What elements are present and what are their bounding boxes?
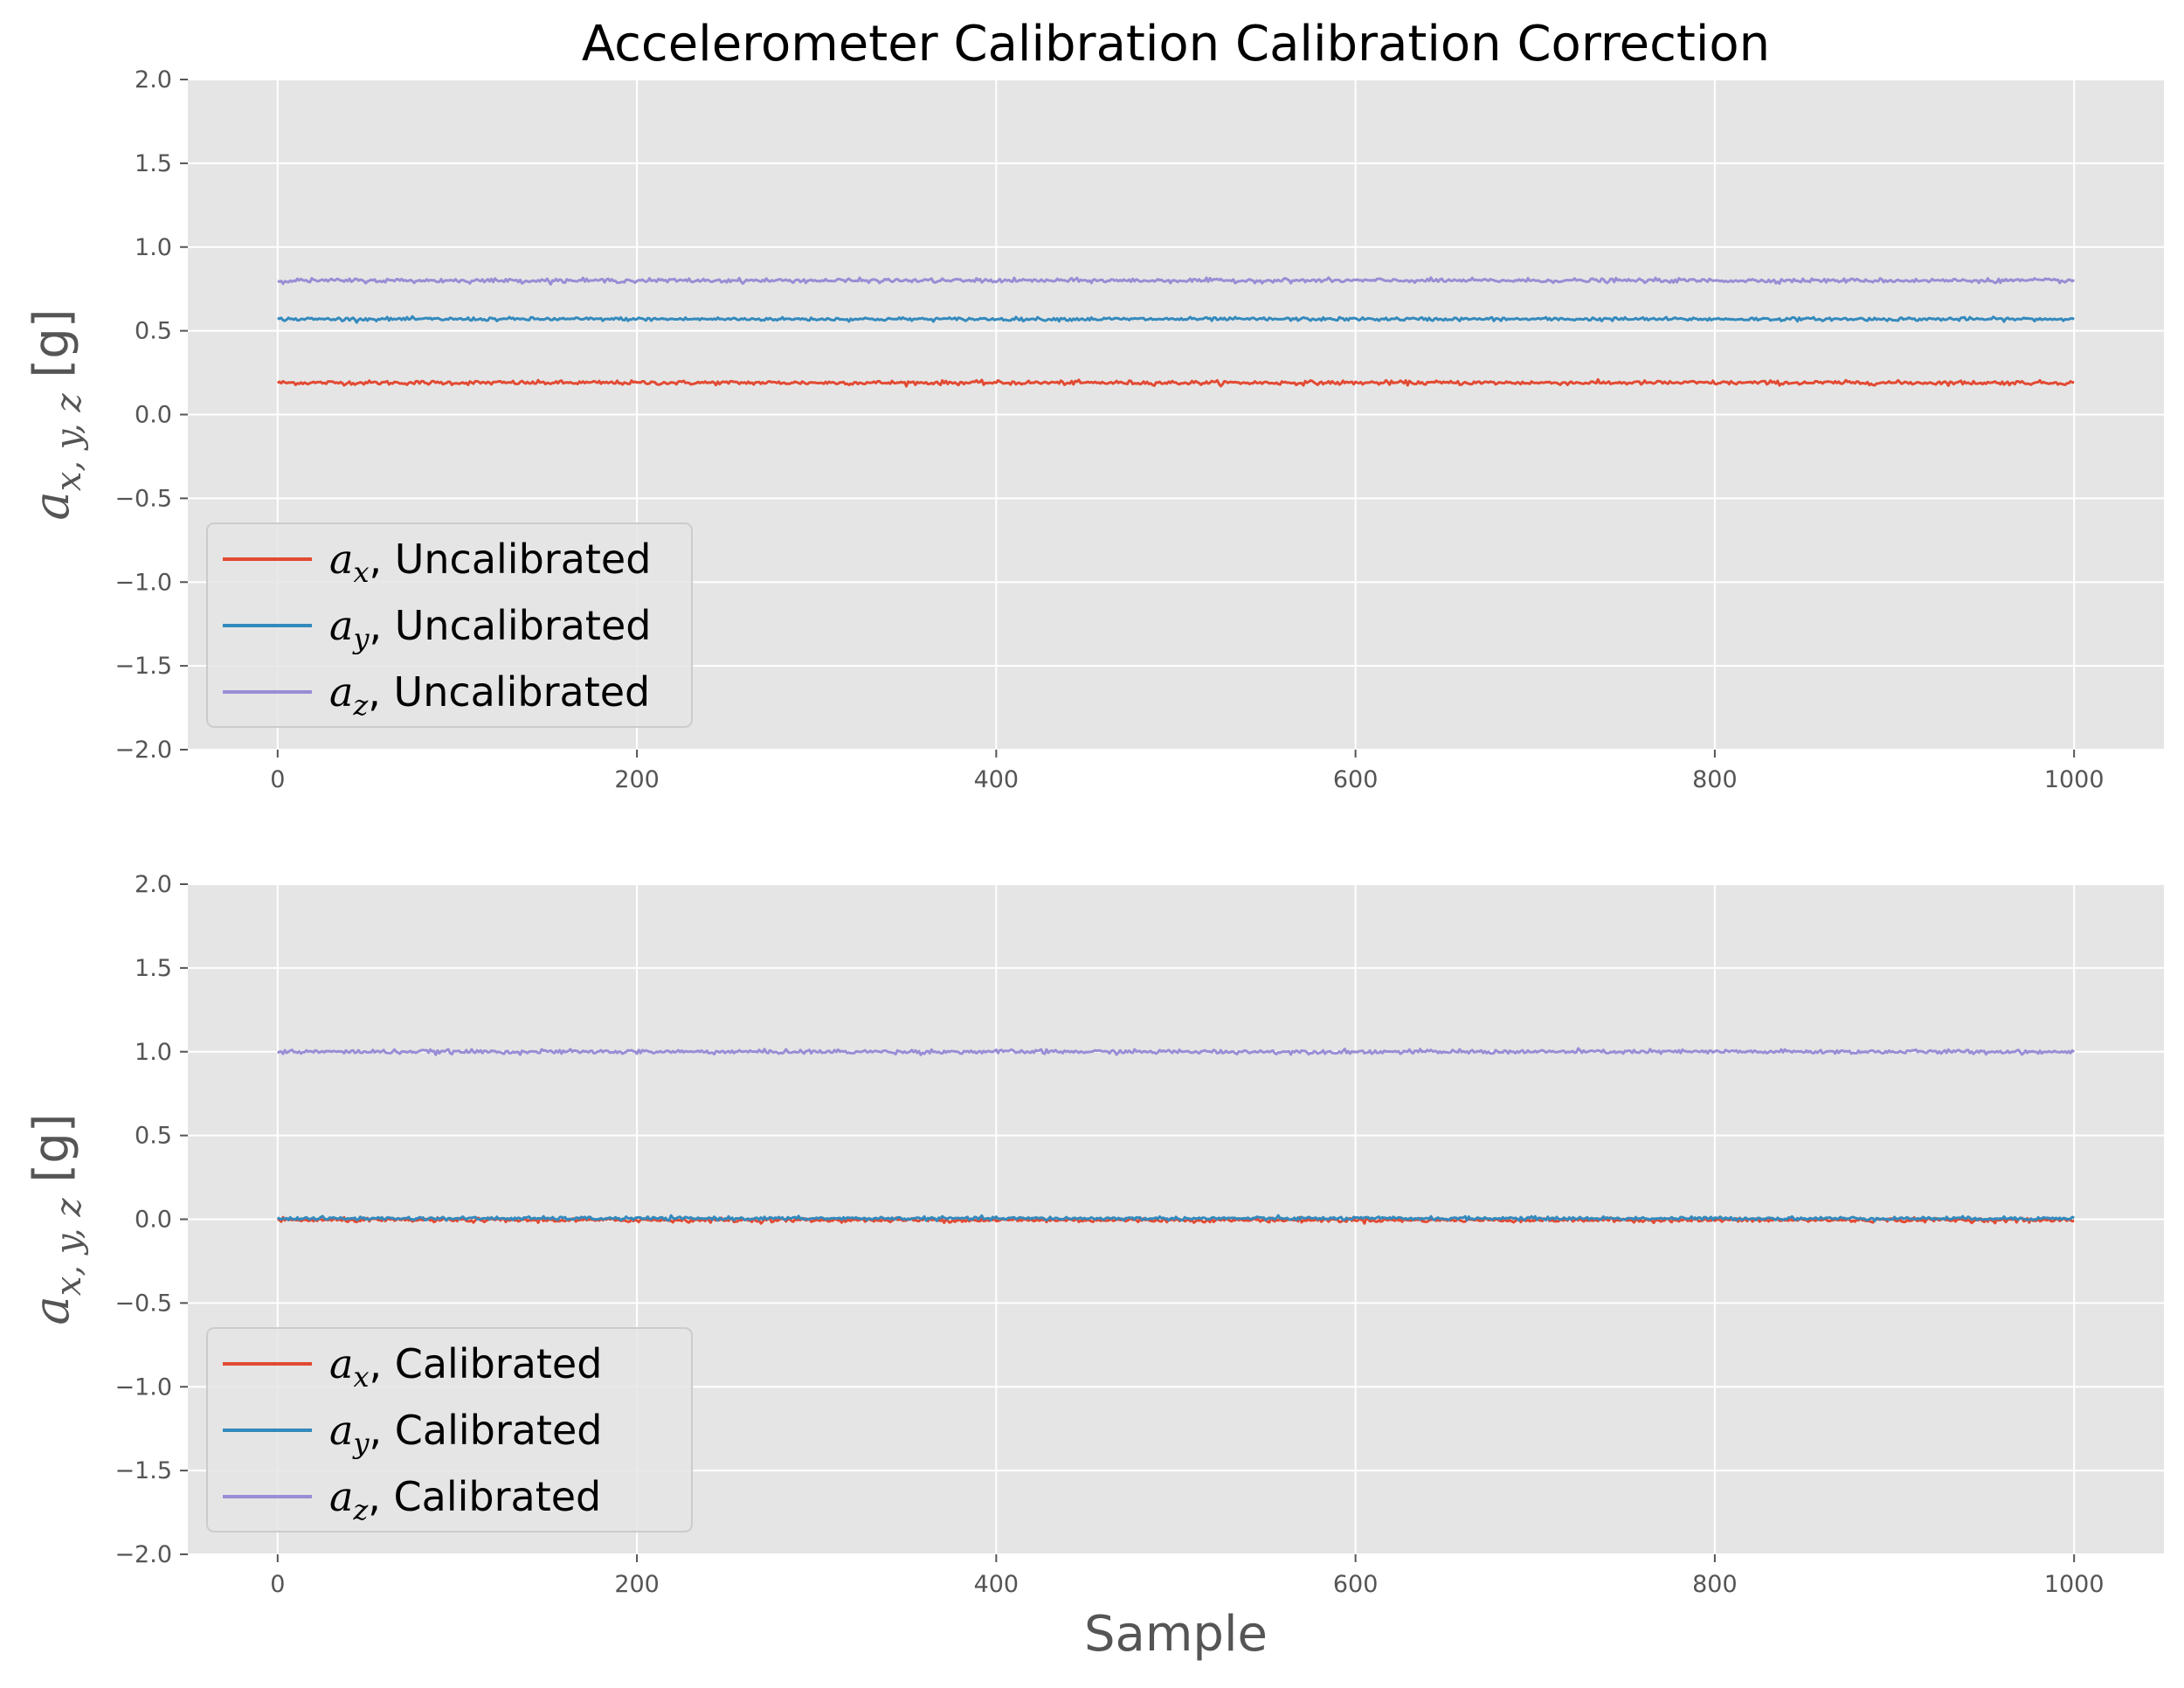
- legend-label-z: az, Calibrated: [329, 1473, 601, 1526]
- x-tick-label: 400: [974, 766, 1019, 793]
- x-tick-label: 1000: [2044, 766, 2105, 793]
- x-tick-label: 1000: [2044, 1571, 2105, 1598]
- y-tick-label: 0.0: [135, 1207, 172, 1234]
- y-tick-label: 2.0: [135, 66, 172, 93]
- legend-box: [206, 522, 693, 728]
- legend-label-x: ax, Calibrated: [329, 1340, 602, 1394]
- y-tick-label: 0.5: [135, 1123, 172, 1150]
- legend: ax, Calibrated ay, Calibrated az, Calibrat…: [206, 1327, 693, 1532]
- y-tick-label: 1.5: [135, 150, 172, 177]
- x-axis-label: Sample: [1084, 1606, 1268, 1663]
- y-axis-label: ax, y, z [g]: [24, 1113, 89, 1325]
- y-tick-label: −1.5: [114, 653, 172, 680]
- series-line-z-uncalibrated: [277, 276, 2076, 286]
- legend-label-x: ax, Uncalibrated: [329, 536, 651, 589]
- chart-title: Accelerometer Calibration Calibration Co…: [582, 16, 1770, 73]
- y-tick-label: −2.0: [114, 737, 172, 764]
- y-tick-label: −0.5: [114, 485, 172, 512]
- y-tick-label: 1.0: [135, 234, 172, 261]
- x-tick-label: 600: [1333, 1571, 1379, 1598]
- y-tick-label: −2.0: [114, 1541, 172, 1568]
- legend-label-y: ay, Uncalibrated: [329, 602, 651, 655]
- series-line-y-uncalibrated: [277, 315, 2075, 324]
- y-tick-label: 1.5: [135, 955, 172, 982]
- legend-label-z: az, Uncalibrated: [329, 668, 650, 722]
- series-line-z-calibrated: [276, 1047, 2076, 1056]
- chart-panel-2: 2.0 1.5 1.0 0.5 0.0 −0.5 −1.0 −1.5 −2.0 0 200 400 60…: [24, 871, 2164, 1663]
- legend: ax, Uncalibrated ay, Uncalibrated az, Unca…: [206, 522, 693, 728]
- x-tick-label: 800: [1692, 1571, 1738, 1598]
- x-tick-label: 400: [974, 1571, 1019, 1598]
- y-tick-label: −0.5: [114, 1290, 172, 1317]
- series-line-x-uncalibrated: [276, 377, 2075, 388]
- x-tick-label: 0: [270, 1571, 285, 1598]
- x-tick-label: 800: [1692, 766, 1738, 793]
- x-tick-label: 200: [614, 766, 660, 793]
- x-tick-label: 600: [1333, 766, 1379, 793]
- y-tick-label: 2.0: [135, 871, 172, 898]
- x-tick-label: 200: [614, 1571, 660, 1598]
- y-tick-label: 0.0: [135, 402, 172, 429]
- y-axis-label: ax, y, z [g]: [24, 308, 89, 520]
- y-tick-label: −1.0: [114, 569, 172, 596]
- y-tick-label: 0.5: [135, 318, 172, 345]
- x-tick-label: 0: [270, 766, 285, 793]
- y-tick-label: −1.5: [114, 1457, 172, 1484]
- chart-panel-1: 2.0 1.5 1.0 0.5 0.0 −0.5 −1.0 −1.5 −2.0 0 200 400 60…: [24, 16, 2164, 793]
- series-line-y-calibrated: [276, 1214, 2075, 1222]
- legend-label-y: ay, Calibrated: [329, 1407, 602, 1460]
- legend-box: [206, 1327, 693, 1532]
- y-tick-label: 1.0: [135, 1039, 172, 1066]
- y-tick-label: −1.0: [114, 1373, 172, 1401]
